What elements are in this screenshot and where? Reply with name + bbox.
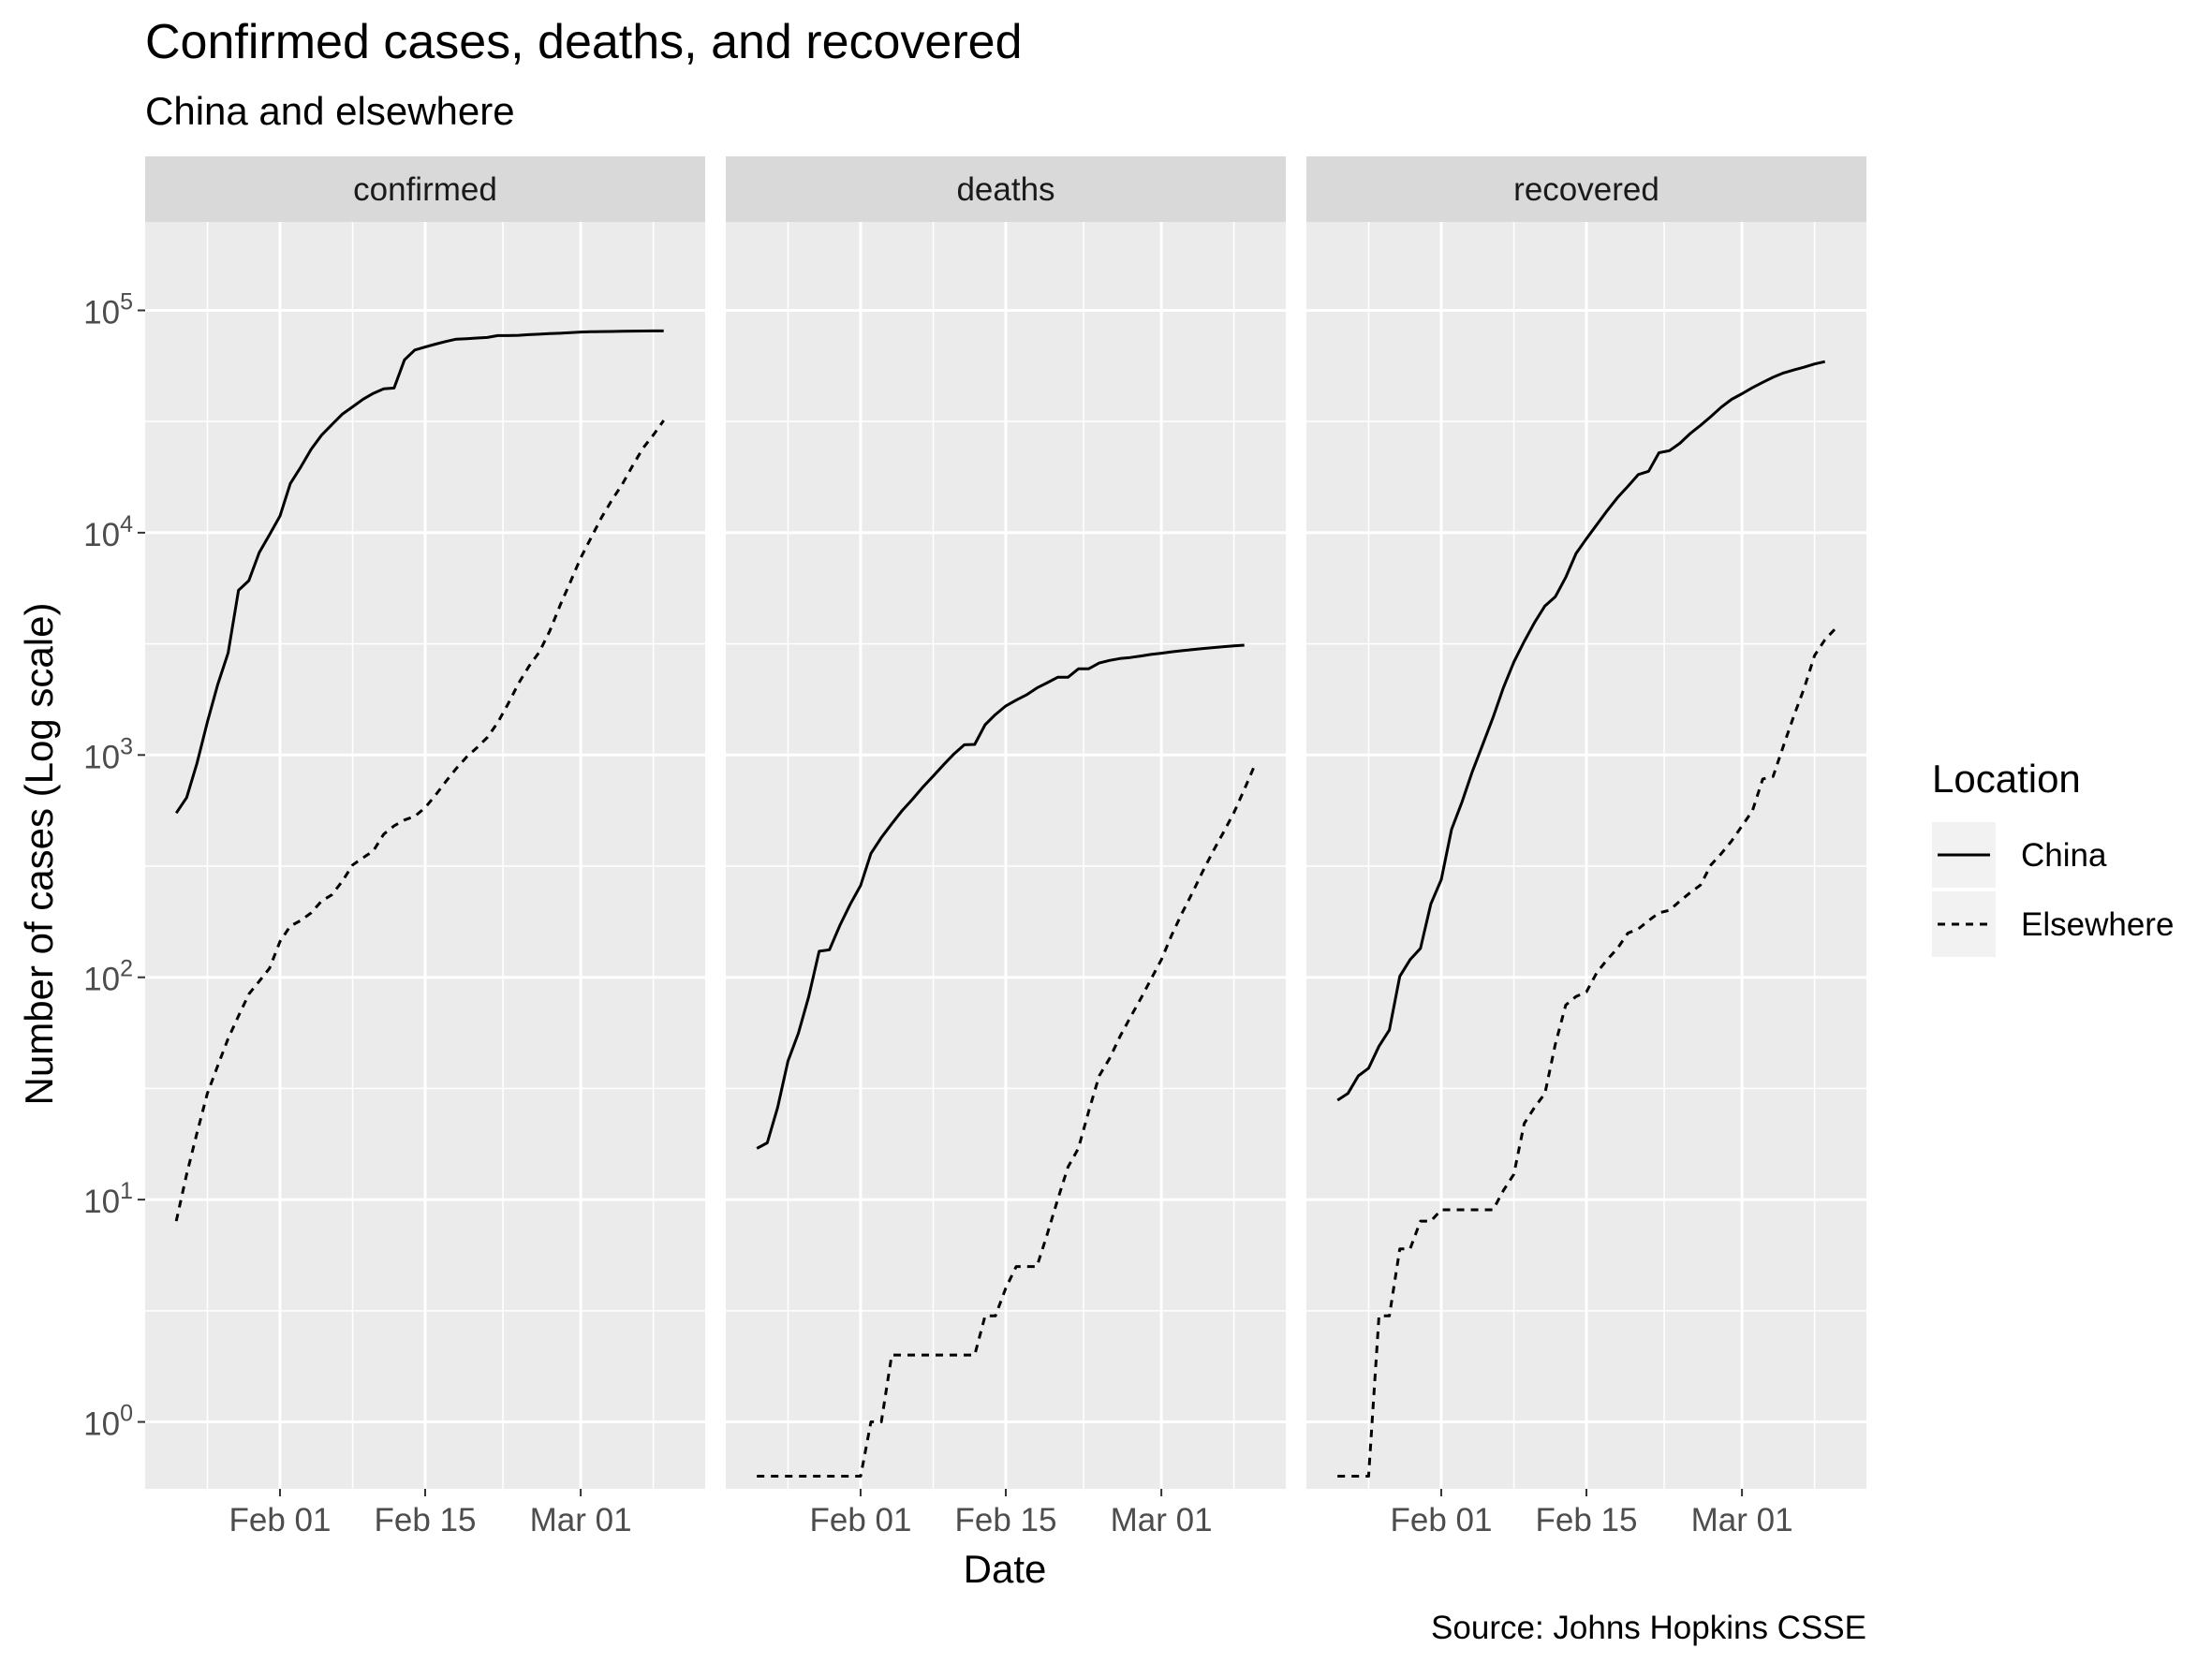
x-tick-label: Feb 15 bbox=[955, 1502, 1057, 1538]
chart-title: Confirmed cases, deaths, and recovered bbox=[145, 15, 1023, 69]
y-tick-label: 103 bbox=[83, 733, 133, 775]
legend: Location China Elsewhere bbox=[1932, 757, 2174, 957]
chart-caption: Source: Johns Hopkins CSSE bbox=[1431, 1610, 1866, 1646]
y-tick-base: 10 bbox=[83, 739, 120, 775]
y-tick-base: 10 bbox=[83, 1184, 120, 1220]
series-line-elsewhere bbox=[757, 764, 1257, 1478]
y-tick-base: 10 bbox=[83, 1406, 120, 1443]
y-tick-exponent: 0 bbox=[120, 1401, 133, 1427]
x-tick-label: Feb 15 bbox=[1536, 1502, 1638, 1538]
y-tick-base: 10 bbox=[83, 962, 120, 998]
x-tick-label: Feb 01 bbox=[1390, 1502, 1492, 1538]
series-group bbox=[756, 643, 1257, 1478]
y-tick-exponent: 1 bbox=[120, 1178, 133, 1204]
y-tick-exponent: 4 bbox=[120, 511, 133, 537]
x-tick-label: Feb 01 bbox=[809, 1502, 911, 1538]
x-tick-label: Feb 01 bbox=[229, 1502, 331, 1538]
y-tick-exponent: 2 bbox=[120, 956, 133, 982]
series-line-china bbox=[174, 329, 664, 815]
y-tick-exponent: 3 bbox=[120, 733, 133, 759]
chart-subtitle: China and elsewhere bbox=[145, 89, 515, 133]
x-tick-label: Mar 01 bbox=[1691, 1502, 1793, 1538]
y-tick-label: 104 bbox=[83, 511, 133, 553]
facet-strip bbox=[726, 156, 1286, 222]
series-line-elsewhere bbox=[174, 419, 665, 1222]
series-line-china bbox=[756, 643, 1245, 1150]
y-tick-label: 100 bbox=[83, 1401, 133, 1443]
y-tick-label: 102 bbox=[83, 956, 133, 998]
facet-strip-label: confirmed bbox=[353, 171, 497, 208]
y-tick-base: 10 bbox=[83, 517, 120, 553]
legend-title: Location bbox=[1932, 757, 2081, 801]
facet-panel-deaths: deaths Feb 01 Feb 15 Mar 01 bbox=[726, 156, 1286, 1538]
y-axis-title: Number of cases (Log scale) bbox=[17, 603, 61, 1106]
series-line-elsewhere bbox=[1337, 627, 1836, 1478]
facet-panel-recovered: recovered Feb 01 Feb 15 Mar 01 bbox=[1306, 156, 1866, 1538]
x-tick-label: Mar 01 bbox=[530, 1502, 632, 1538]
series-line-china bbox=[1336, 360, 1826, 1102]
facet-strip bbox=[1306, 156, 1866, 222]
facet-strip bbox=[145, 156, 705, 222]
y-tick-label: 101 bbox=[83, 1178, 133, 1220]
y-tick-label: 105 bbox=[83, 288, 133, 331]
series-group bbox=[174, 329, 665, 1222]
x-axis-title: Date bbox=[964, 1547, 1047, 1591]
y-tick-exponent: 5 bbox=[120, 288, 133, 315]
x-tick-label: Feb 15 bbox=[375, 1502, 477, 1538]
y-tick-base: 10 bbox=[83, 294, 120, 331]
legend-label-elsewhere: Elsewhere bbox=[2021, 906, 2174, 943]
series-group bbox=[1336, 360, 1836, 1478]
x-tick-label: Mar 01 bbox=[1111, 1502, 1213, 1538]
legend-label-china: China bbox=[2021, 837, 2107, 874]
facet-strip-label: deaths bbox=[956, 171, 1054, 208]
facet-strip-label: recovered bbox=[1513, 171, 1659, 208]
